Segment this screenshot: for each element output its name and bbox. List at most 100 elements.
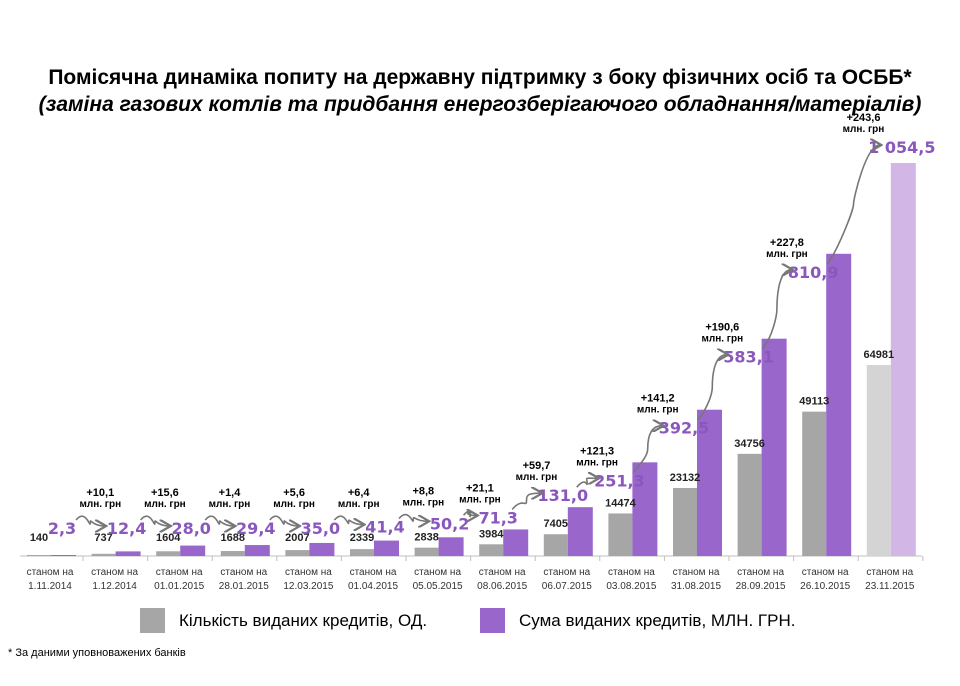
increment-arrow bbox=[204, 515, 234, 526]
increment-unit: млн. грн bbox=[209, 499, 251, 510]
increment-unit: млн. грн bbox=[459, 494, 501, 505]
data-label-count: 3984 bbox=[479, 528, 504, 540]
x-tick-label: станом на 1.11.2014 bbox=[27, 567, 74, 592]
data-label-sum: 2,3 bbox=[48, 519, 76, 538]
data-label-sum: 71,3 bbox=[478, 508, 517, 527]
increment-unit: млн. грн bbox=[701, 334, 743, 345]
data-label-sum: 131,0 bbox=[537, 486, 588, 505]
x-tick-label: станом на 26.10.2015 bbox=[800, 567, 850, 592]
x-tick-label: станом на 28.09.2015 bbox=[736, 567, 786, 592]
increment-label: +59,7 bbox=[523, 460, 551, 472]
data-label-count: 23132 bbox=[670, 472, 701, 484]
bar-count bbox=[479, 544, 504, 556]
increment-label: +1,4 bbox=[219, 487, 242, 499]
bar-sum bbox=[503, 529, 529, 556]
bar-count bbox=[414, 547, 439, 556]
bar-count bbox=[350, 549, 374, 556]
increment-arrow bbox=[398, 513, 428, 522]
x-tick-label: станом на 31.08.2015 bbox=[671, 567, 721, 592]
data-label-count: 2339 bbox=[350, 532, 374, 544]
increment-unit: млн. грн bbox=[79, 499, 121, 510]
chart-title: Помісячна динаміка попиту на державну пі… bbox=[48, 66, 912, 89]
data-label-count: 140 bbox=[30, 532, 48, 544]
increment-unit: млн. грн bbox=[637, 405, 679, 416]
increment-arrow bbox=[511, 493, 541, 510]
data-label-count: 1688 bbox=[221, 532, 245, 544]
bar-count bbox=[802, 411, 827, 556]
data-label-count: 64981 bbox=[864, 349, 895, 361]
increment-arrow bbox=[761, 270, 792, 350]
data-label-sum: 392,5 bbox=[659, 419, 710, 438]
legend-item-sum: Сума виданих кредитів, МЛН. ГРН. bbox=[480, 608, 795, 633]
bar-sum bbox=[374, 540, 399, 556]
x-tick-label: станом на 08.06.2015 bbox=[477, 567, 527, 592]
increment-arrow bbox=[826, 145, 880, 265]
increment-arrow bbox=[139, 515, 170, 526]
increment-label: +141,2 bbox=[641, 393, 675, 405]
legend-label-count: Кількість виданих кредитів, ОД. bbox=[179, 610, 428, 630]
data-label-sum: 810,9 bbox=[788, 263, 839, 282]
bar-count bbox=[673, 488, 697, 556]
legend-label-sum: Сума виданих кредитів, МЛН. ГРН. bbox=[519, 610, 796, 630]
increment-unit: млн. грн bbox=[338, 499, 380, 510]
increment-arrow bbox=[697, 355, 727, 421]
data-label-count: 7405 bbox=[544, 518, 568, 530]
data-label-sum: 50,2 bbox=[430, 514, 469, 533]
increment-arrow bbox=[269, 515, 299, 526]
data-label-sum: 251,3 bbox=[594, 471, 645, 490]
bar-sum bbox=[890, 163, 916, 556]
bar-sum bbox=[632, 462, 658, 556]
increment-label: +6,4 bbox=[348, 487, 371, 499]
data-label-sum: 28,0 bbox=[171, 519, 210, 538]
bar-count bbox=[27, 555, 51, 556]
increment-label: +15,6 bbox=[151, 487, 179, 499]
data-label-count: 1604 bbox=[156, 532, 181, 544]
increment-label: +190,6 bbox=[705, 322, 739, 334]
bar-count bbox=[543, 534, 568, 556]
x-tick-label: станом на 01.04.2015 bbox=[348, 567, 398, 592]
increment-arrow bbox=[462, 511, 477, 517]
chart-subtitle: (заміна газових котлів та придбання енер… bbox=[38, 93, 922, 116]
bar-sum bbox=[826, 253, 852, 556]
data-label-count: 737 bbox=[94, 532, 112, 544]
footnote: * За даними уповноважених банків bbox=[8, 647, 186, 659]
x-tick-label: станом на 23.11.2015 bbox=[865, 567, 915, 592]
increment-unit: млн. грн bbox=[516, 472, 558, 483]
increment-unit: млн. грн bbox=[576, 457, 618, 468]
data-label-sum: 583,1 bbox=[723, 348, 774, 367]
bar-sum bbox=[51, 555, 76, 556]
increment-unit: млн. грн bbox=[766, 249, 808, 260]
increment-arrow bbox=[632, 426, 662, 473]
increment-label: +21,1 bbox=[466, 482, 494, 494]
increment-arrow bbox=[75, 515, 105, 526]
bar-sum bbox=[438, 537, 464, 556]
increment-unit: млн. грн bbox=[843, 124, 885, 135]
bar-count bbox=[91, 553, 116, 556]
data-label-count: 34756 bbox=[734, 438, 765, 450]
x-tick-label: станом на 12.03.2015 bbox=[283, 567, 333, 592]
bar-sum bbox=[244, 545, 270, 556]
legend-item-count: Кількість виданих кредитів, ОД. bbox=[140, 608, 427, 633]
bar-count bbox=[608, 513, 633, 556]
increment-label: +227,8 bbox=[770, 237, 804, 249]
increment-label: +243,6 bbox=[847, 112, 881, 124]
legend-swatch-gray bbox=[140, 608, 165, 633]
data-label-count: 2007 bbox=[285, 532, 309, 544]
x-tick-label: станом на 05.05.2015 bbox=[413, 567, 463, 592]
increment-arrow bbox=[576, 478, 598, 488]
bar-count bbox=[866, 365, 891, 556]
increment-unit: млн. грн bbox=[273, 499, 315, 510]
data-label-count: 49113 bbox=[799, 396, 829, 408]
x-tick-label: станом на 28.01.2015 bbox=[219, 567, 269, 592]
bar-sum bbox=[309, 542, 335, 556]
increment-label: +121,3 bbox=[580, 445, 614, 457]
bar-count bbox=[220, 551, 245, 556]
bar-sum bbox=[567, 507, 593, 556]
increment-arrow bbox=[333, 515, 363, 524]
bar-sum bbox=[761, 338, 787, 556]
data-label-sum: 12,4 bbox=[107, 519, 146, 538]
x-tick-label: станом на 1.12.2014 bbox=[91, 567, 138, 592]
bar-sum bbox=[115, 551, 141, 556]
x-tick-label: станом на 01.01.2015 bbox=[154, 567, 204, 592]
bar-sum bbox=[697, 409, 722, 556]
